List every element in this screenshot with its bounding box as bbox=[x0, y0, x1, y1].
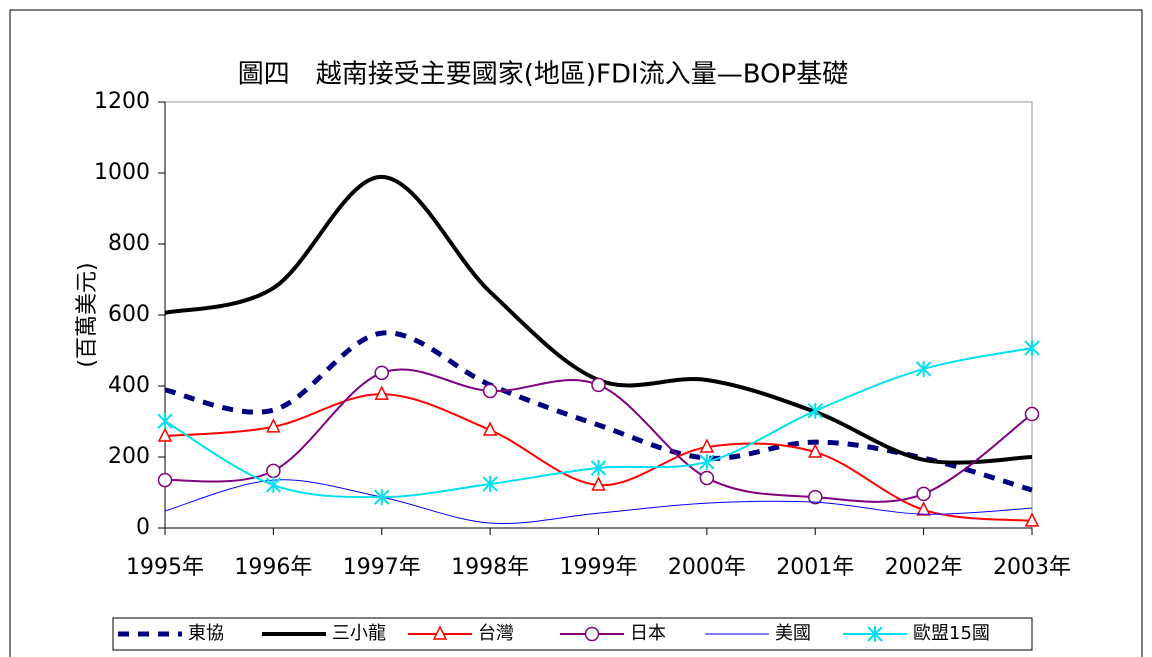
series-line bbox=[164, 479, 1033, 524]
x-tick-label: 1999年 bbox=[560, 555, 638, 580]
legend-label: 歐盟15國 bbox=[913, 623, 990, 644]
y-tick-label: 0 bbox=[136, 515, 150, 540]
marker-circle bbox=[591, 377, 606, 393]
y-tick-label: 1200 bbox=[94, 89, 150, 114]
y-tick-label: 400 bbox=[108, 373, 150, 398]
marker-circle bbox=[157, 472, 173, 488]
y-tick-label: 600 bbox=[108, 302, 150, 327]
marker-asterisk bbox=[265, 477, 282, 494]
legend-marker bbox=[867, 626, 883, 642]
legend-label: 三小龍 bbox=[332, 623, 386, 644]
marker-triangle bbox=[1024, 512, 1040, 527]
marker-asterisk bbox=[157, 413, 173, 430]
marker-asterisk bbox=[374, 489, 390, 506]
marker-triangle bbox=[699, 438, 715, 453]
marker-triangle bbox=[916, 501, 931, 516]
marker-triangle bbox=[266, 418, 281, 433]
marker-triangle bbox=[591, 476, 606, 491]
marker-triangle bbox=[157, 427, 173, 442]
legend-label: 日本 bbox=[630, 623, 666, 644]
y-tick-label: 800 bbox=[108, 231, 150, 256]
marker-circle bbox=[808, 489, 823, 505]
x-tick-label: 1995年 bbox=[126, 555, 204, 580]
series-line bbox=[164, 330, 1033, 493]
marker-triangle bbox=[374, 385, 389, 400]
marker-asterisk bbox=[1024, 340, 1040, 357]
y-tick-label: 200 bbox=[108, 444, 150, 469]
legend-label: 美國 bbox=[775, 623, 811, 644]
marker-triangle bbox=[482, 421, 498, 436]
x-tick-label: 2002年 bbox=[885, 555, 963, 580]
marker-asterisk bbox=[590, 460, 607, 477]
x-tick-label: 2001年 bbox=[776, 555, 854, 580]
legend-label: 台灣 bbox=[478, 623, 514, 644]
marker-asterisk bbox=[482, 475, 498, 492]
marker-asterisk bbox=[915, 360, 932, 377]
marker-asterisk bbox=[807, 402, 823, 419]
x-tick-label: 1998年 bbox=[451, 555, 529, 580]
chart-title: 圖四 越南接受主要國家(地區)FDI流入量—BOP基礎 bbox=[238, 60, 848, 90]
chart-border bbox=[9, 9, 1143, 657]
legend-marker bbox=[432, 625, 448, 640]
marker-circle bbox=[266, 463, 281, 479]
marker-circle bbox=[482, 383, 498, 399]
marker-asterisk bbox=[699, 453, 715, 470]
legend-marker bbox=[584, 626, 600, 642]
x-tick-label: 1996年 bbox=[234, 555, 312, 580]
y-axis-label: (百萬美元) bbox=[75, 262, 100, 367]
series-line bbox=[164, 174, 1033, 465]
x-tick-label: 2000年 bbox=[668, 555, 746, 580]
marker-circle bbox=[1024, 406, 1040, 422]
x-tick-label: 1997年 bbox=[343, 555, 421, 580]
legend-label: 東協 bbox=[188, 623, 224, 644]
marker-circle bbox=[699, 470, 715, 486]
marker-circle bbox=[916, 486, 931, 502]
x-tick-label: 2003年 bbox=[993, 555, 1071, 580]
marker-triangle bbox=[808, 443, 823, 458]
y-tick-label: 1000 bbox=[94, 160, 150, 185]
marker-circle bbox=[374, 365, 389, 381]
